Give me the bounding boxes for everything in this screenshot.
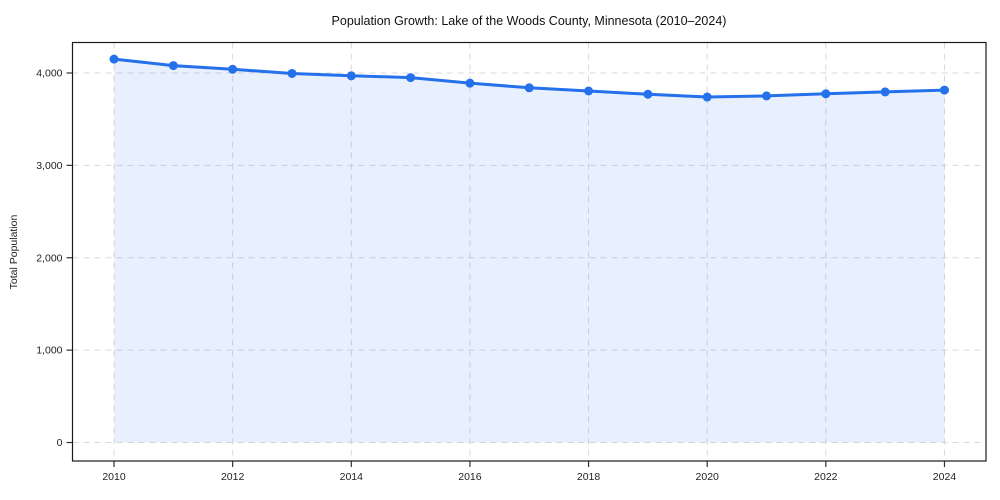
x-tick-label: 2010 <box>102 471 126 483</box>
x-tick-label: 2018 <box>577 471 601 483</box>
y-tick-label: 3,000 <box>36 160 62 172</box>
data-point-2018 <box>584 86 594 96</box>
y-axis-label: Total Population <box>8 214 20 289</box>
x-tick-label: 2022 <box>814 471 838 483</box>
data-point-2012 <box>228 64 238 74</box>
y-tick-label: 0 <box>57 437 63 449</box>
data-point-2014 <box>346 71 356 81</box>
data-point-2023 <box>880 87 890 97</box>
data-point-2013 <box>287 68 297 78</box>
data-point-2019 <box>643 89 653 99</box>
x-tick-label: 2016 <box>458 471 482 483</box>
data-point-2010 <box>109 54 119 64</box>
data-point-2011 <box>168 61 178 71</box>
x-tick-label: 2020 <box>696 471 720 483</box>
y-tick-label: 1,000 <box>36 345 62 357</box>
plot-spine <box>71 41 987 462</box>
y-tick-label: 4,000 <box>36 67 62 79</box>
x-tick-label: 2014 <box>340 471 364 483</box>
data-point-2021 <box>762 91 772 101</box>
data-point-2024 <box>939 85 949 95</box>
data-point-2017 <box>524 83 534 93</box>
x-tick-label: 2024 <box>933 471 957 483</box>
x-tick-label: 2012 <box>221 471 245 483</box>
data-point-2022 <box>821 89 831 99</box>
y-tick-label: 2,000 <box>36 252 62 264</box>
data-point-2016 <box>465 78 475 88</box>
chart-layers: 0 1,000 2,000 3,000 4,000 2010 2012 2014 2016 201… <box>36 41 987 483</box>
data-point-2015 <box>406 73 416 83</box>
chart-title: Population Growth: Lake of the Woods Cou… <box>332 14 727 28</box>
data-point-2020 <box>702 92 712 102</box>
area-fill <box>114 59 945 443</box>
